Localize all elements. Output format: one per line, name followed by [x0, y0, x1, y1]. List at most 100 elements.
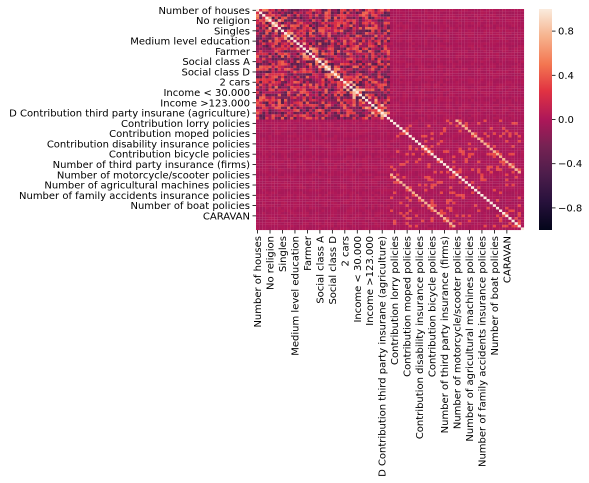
heatmap-cell — [368, 109, 372, 112]
heatmap-cell — [464, 114, 468, 117]
heatmap-cell — [352, 86, 356, 89]
heatmap-cell — [287, 50, 291, 53]
heatmap-cell — [374, 129, 378, 133]
heatmap-cell — [418, 106, 422, 110]
heatmap-cell — [433, 24, 437, 28]
heatmap-cell — [346, 152, 350, 156]
heatmap-cell — [321, 57, 325, 61]
heatmap-cell — [368, 50, 372, 53]
heatmap-cell — [290, 119, 294, 123]
heatmap-cell — [511, 150, 515, 153]
heatmap-cell — [368, 122, 372, 125]
heatmap-cell — [271, 145, 275, 148]
heatmap-cell — [259, 34, 263, 38]
heatmap-cell — [505, 122, 509, 125]
heatmap-cell — [333, 98, 338, 102]
heatmap-cell — [277, 96, 281, 100]
heatmap-cell — [386, 155, 391, 159]
heatmap-cell — [302, 21, 306, 25]
heatmap-cell — [365, 142, 369, 146]
heatmap-cell — [352, 127, 356, 130]
heatmap-cell — [408, 65, 412, 69]
heatmap-cell — [343, 147, 347, 151]
heatmap-cell — [455, 80, 459, 84]
heatmap-cell — [455, 60, 459, 64]
heatmap-cell — [259, 152, 263, 156]
heatmap-cell — [308, 42, 313, 46]
heatmap-cell — [256, 37, 260, 40]
heatmap-cell — [318, 140, 322, 143]
heatmap-cell — [477, 132, 481, 135]
heatmap-cell — [371, 122, 375, 125]
heatmap-cell — [461, 44, 465, 48]
heatmap-cell — [280, 44, 285, 48]
heatmap-cell — [349, 34, 353, 38]
heatmap-cell — [327, 44, 331, 48]
heatmap-cell — [340, 140, 344, 143]
heatmap-cell — [430, 134, 434, 138]
heatmap-cell — [274, 140, 278, 143]
heatmap-cell — [268, 24, 272, 28]
heatmap-cell — [308, 26, 313, 30]
heatmap-cell — [390, 11, 394, 15]
heatmap-cell — [262, 34, 266, 38]
heatmap-cell — [436, 37, 440, 40]
heatmap-cell — [308, 150, 313, 153]
heatmap-cell — [262, 114, 266, 117]
heatmap-cell — [414, 93, 419, 97]
heatmap-cell — [318, 114, 322, 117]
heatmap-cell — [390, 132, 394, 135]
heatmap-cell — [399, 42, 403, 46]
heatmap-cell — [365, 32, 369, 35]
heatmap-cell — [474, 109, 478, 112]
heatmap-cell — [312, 42, 316, 46]
heatmap-cell — [486, 145, 490, 148]
heatmap-cell — [433, 86, 437, 89]
heatmap-cell — [495, 101, 500, 105]
heatmap-cell — [421, 122, 425, 125]
heatmap-cell — [346, 98, 350, 102]
heatmap-cell — [383, 75, 387, 79]
heatmap-cell — [287, 116, 291, 120]
heatmap-cell — [402, 150, 406, 153]
heatmap-cell — [483, 80, 487, 84]
heatmap-cell — [414, 152, 419, 156]
heatmap-cell — [277, 140, 281, 143]
heatmap-cell — [399, 127, 403, 130]
heatmap-cell — [268, 91, 272, 94]
heatmap-cell — [321, 73, 325, 76]
heatmap-cell — [349, 29, 353, 33]
heatmap-cell — [499, 155, 503, 159]
heatmap-cell — [302, 80, 306, 84]
heatmap-cell — [333, 37, 338, 40]
heatmap-cell — [477, 155, 481, 159]
heatmap-cell — [495, 14, 500, 17]
heatmap-cell — [337, 60, 341, 64]
heatmap-cell — [368, 150, 372, 153]
heatmap-cell — [508, 24, 512, 28]
heatmap-cell — [324, 9, 328, 12]
heatmap-cell — [262, 60, 266, 64]
heatmap-cell — [368, 78, 372, 82]
heatmap-cell — [511, 152, 515, 156]
heatmap-cell — [474, 122, 478, 125]
heatmap-cell — [471, 29, 475, 33]
heatmap-cell — [458, 109, 462, 112]
heatmap-cell — [414, 104, 419, 107]
heatmap-cell — [256, 52, 260, 56]
heatmap-cell — [340, 39, 344, 43]
heatmap-cell — [452, 104, 456, 107]
heatmap-cell — [299, 96, 303, 100]
heatmap-cell — [471, 75, 475, 79]
heatmap-cell — [386, 34, 391, 38]
heatmap-cell — [480, 119, 484, 123]
heatmap-cell — [305, 124, 310, 128]
heatmap-cell — [483, 29, 487, 33]
heatmap-cell — [517, 37, 521, 40]
heatmap-cell — [346, 88, 350, 92]
heatmap-cell — [486, 50, 490, 53]
heatmap-cell — [383, 60, 387, 64]
heatmap-cell — [368, 80, 372, 84]
heatmap-cell — [514, 47, 518, 51]
heatmap-cell — [439, 122, 444, 125]
